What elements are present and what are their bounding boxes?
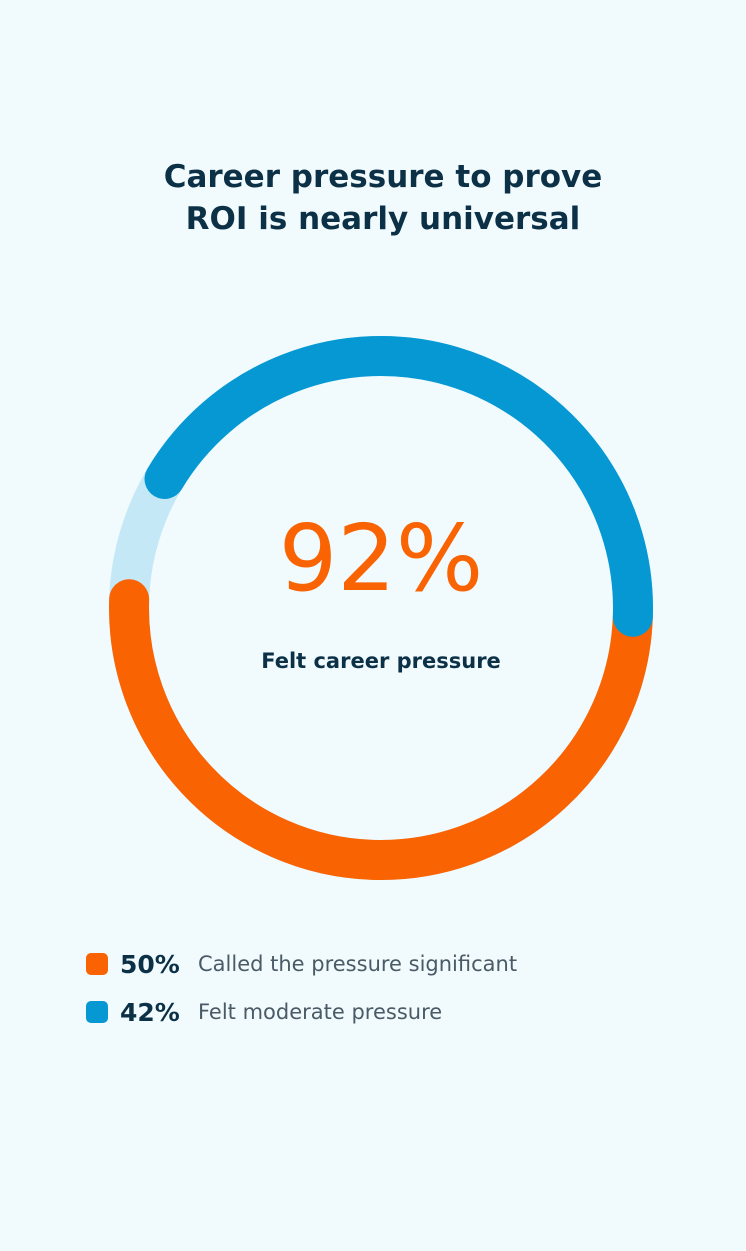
center-caption: Felt career pressure <box>261 649 501 673</box>
legend-label: Called the pressure significant <box>198 952 518 976</box>
legend-swatch <box>86 953 108 975</box>
legend-item: 50% Called the pressure significant <box>86 949 517 979</box>
legend-swatch <box>86 1001 108 1023</box>
donut-segment <box>109 579 653 880</box>
donut-chart: 92% Felt career pressure <box>109 336 653 880</box>
legend-item: 42% Felt moderate pressure <box>86 997 442 1027</box>
center-value: 92% <box>279 505 483 612</box>
legend-value: 50% <box>120 949 180 979</box>
donut-segment <box>144 336 653 637</box>
legend-value: 42% <box>120 997 180 1027</box>
legend-label: Felt moderate pressure <box>198 1000 443 1024</box>
chart-title: Career pressure to prove ROI is nearly u… <box>163 159 603 237</box>
